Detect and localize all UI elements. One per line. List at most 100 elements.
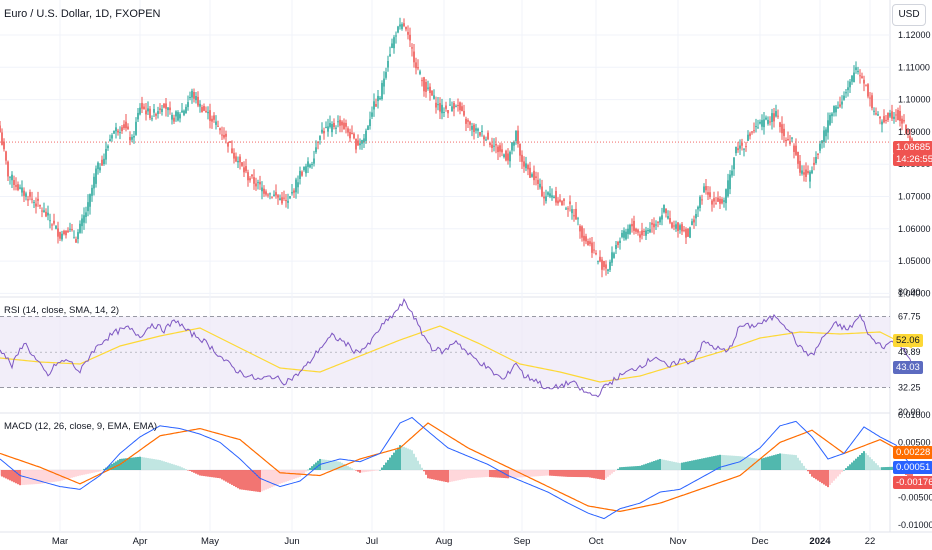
- macd-histogram-bar: [207, 470, 209, 477]
- candle-body: [547, 192, 549, 195]
- candle-body: [647, 230, 649, 232]
- macd-histogram-bar: [687, 461, 689, 470]
- candle-body: [431, 90, 433, 96]
- candle-body: [269, 193, 271, 195]
- macd-histogram-bar: [717, 455, 719, 470]
- candle-body: [587, 241, 589, 246]
- macd-histogram-bar: [355, 470, 357, 471]
- candle-body: [531, 174, 533, 177]
- candle-body: [9, 176, 11, 178]
- candle-body: [691, 221, 693, 226]
- macd-histogram-bar: [157, 459, 159, 470]
- macd-histogram-bar: [887, 466, 889, 470]
- time-tick-label: Jul: [366, 536, 378, 547]
- candle-body: [479, 132, 481, 136]
- candle-body: [591, 242, 593, 253]
- candle-body: [503, 154, 505, 157]
- macd-histogram-bar: [793, 454, 795, 470]
- candle-body: [373, 101, 375, 110]
- time-tick-label: 22: [865, 536, 876, 547]
- candle-body: [559, 199, 561, 202]
- candle-body: [125, 121, 127, 129]
- candle-body: [843, 95, 845, 100]
- candle-body: [351, 132, 353, 135]
- macd-histogram-bar: [407, 448, 409, 470]
- macd-histogram-bar: [269, 470, 271, 488]
- candle-body: [727, 180, 729, 197]
- candle-body: [89, 194, 91, 207]
- macd-histogram-bar: [353, 469, 355, 470]
- macd-histogram-bar: [859, 454, 861, 470]
- macd-histogram-bar: [845, 468, 847, 470]
- currency-button[interactable]: USD: [892, 4, 926, 26]
- candle-body: [15, 185, 17, 187]
- candle-body: [77, 232, 79, 240]
- macd-histogram-bar: [193, 470, 195, 473]
- candle-body: [865, 84, 867, 86]
- macd-histogram-bar: [843, 470, 845, 471]
- candle-body: [707, 192, 709, 195]
- candle-body: [415, 62, 417, 69]
- macd-histogram-bar: [639, 465, 641, 470]
- macd-histogram-bar: [13, 470, 15, 483]
- candle-body: [75, 239, 77, 243]
- candle-body: [65, 230, 67, 236]
- macd-histogram-bar: [881, 467, 883, 470]
- macd-histogram-bar: [43, 470, 45, 484]
- candle-body: [267, 194, 269, 196]
- rsi-band: [0, 316, 890, 388]
- macd-histogram-bar: [853, 460, 855, 470]
- candle-body: [237, 161, 239, 163]
- macd-histogram-bar: [495, 470, 497, 478]
- macd-histogram-bar: [891, 466, 893, 470]
- macd-histogram-bar: [261, 470, 263, 492]
- rsi-value-tag: 43.03: [893, 361, 923, 374]
- candle-body: [91, 187, 93, 196]
- countdown-tag: 14:26:55: [893, 153, 932, 166]
- price-tick-label: 1.11000: [898, 62, 930, 72]
- macd-histogram-bar: [141, 457, 143, 470]
- candle-body: [529, 167, 531, 178]
- macd-histogram-bar: [755, 458, 757, 470]
- macd-histogram-bar: [221, 470, 223, 480]
- candle-body: [665, 208, 667, 214]
- candle-body: [439, 103, 441, 112]
- candle-body: [811, 170, 813, 174]
- macd-histogram-bar: [185, 469, 187, 470]
- candle-body: [97, 162, 99, 170]
- macd-histogram-bar: [347, 466, 349, 470]
- macd-histogram-bar: [267, 470, 269, 489]
- candle-body: [13, 180, 15, 185]
- candle-body: [467, 120, 469, 122]
- candle-body: [365, 130, 367, 141]
- candle-body: [163, 103, 165, 108]
- macd-histogram-bar: [727, 455, 729, 470]
- candle-body: [737, 148, 739, 151]
- macd-histogram-bar: [567, 470, 569, 477]
- candle-body: [449, 104, 451, 106]
- macd-histogram-bar: [345, 465, 347, 470]
- macd-histogram-bar: [329, 460, 331, 470]
- macd-histogram-bar: [453, 470, 455, 482]
- macd-histogram-bar: [757, 458, 759, 470]
- candle-body: [599, 256, 601, 262]
- candle-body: [133, 135, 135, 138]
- candle-body: [721, 199, 723, 204]
- candle-body: [311, 164, 313, 166]
- candle-body: [489, 143, 491, 145]
- macd-histogram-bar: [847, 466, 849, 470]
- candle-body: [495, 143, 497, 146]
- candle-body: [159, 108, 161, 110]
- candle-body: [857, 70, 859, 73]
- candle-body: [661, 215, 663, 220]
- macd-tick-label: 0.00500: [898, 437, 931, 447]
- candle-body: [437, 104, 439, 106]
- candle-body: [847, 87, 849, 91]
- candle-body: [289, 196, 291, 199]
- time-tick-label: May: [201, 536, 219, 547]
- candle-body: [113, 130, 115, 134]
- macd-histogram-bar: [201, 470, 203, 476]
- candle-body: [713, 198, 715, 202]
- macd-histogram-bar: [293, 470, 295, 479]
